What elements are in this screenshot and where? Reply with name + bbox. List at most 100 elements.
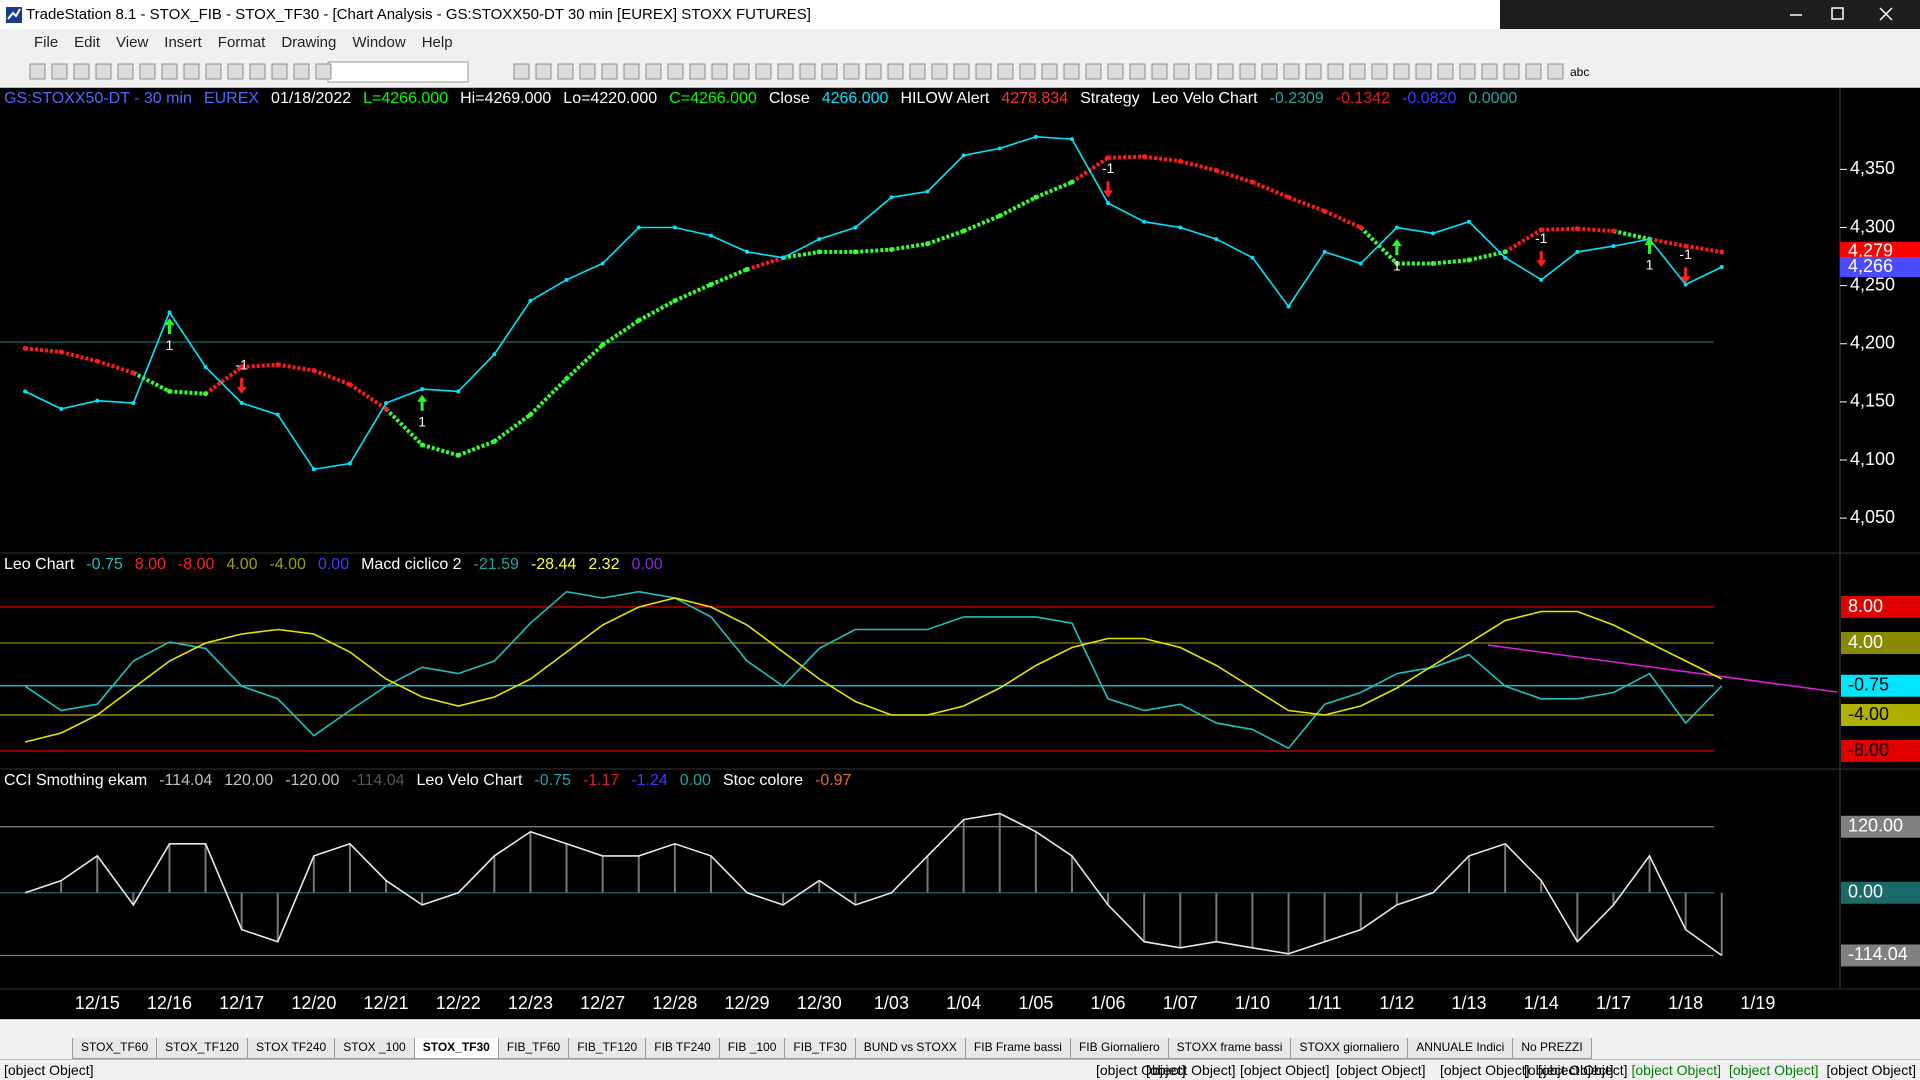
menu-item[interactable]: Format <box>217 34 266 51</box>
toolbar-button[interactable] <box>1041 63 1058 80</box>
toolbar-button[interactable] <box>887 63 904 80</box>
menu-item[interactable]: File <box>34 34 59 51</box>
header-item: 0.0000 <box>1468 90 1518 107</box>
toolbar-button[interactable] <box>953 63 970 80</box>
toolbar-button[interactable] <box>579 63 596 80</box>
toolbar-button[interactable] <box>1305 63 1322 80</box>
toolbar-button[interactable] <box>975 63 992 80</box>
toolbar-button[interactable] <box>1393 63 1410 80</box>
toolbar-button[interactable] <box>667 63 684 80</box>
toolbar-button[interactable] <box>293 63 310 80</box>
toolbar-button[interactable] <box>315 63 332 80</box>
price-point <box>745 249 750 254</box>
tab[interactable]: FIB TF240 <box>645 1038 720 1059</box>
toolbar-button[interactable] <box>843 63 860 80</box>
toolbar-button[interactable] <box>513 63 530 80</box>
tab[interactable]: FIB Frame bassi <box>964 1038 1071 1059</box>
strategy-point <box>419 442 425 448</box>
tab[interactable]: FIB_TF60 <box>497 1038 570 1059</box>
toolbar-button[interactable] <box>51 63 68 80</box>
toolbar-button[interactable] <box>821 63 838 80</box>
tab[interactable]: STOX_TF30 <box>413 1038 499 1059</box>
tab[interactable]: BUND vs STOXX <box>854 1038 966 1059</box>
toolbar-button[interactable] <box>1239 63 1256 80</box>
toolbar-button[interactable] <box>1173 63 1190 80</box>
toolbar-button[interactable] <box>227 63 244 80</box>
toolbar-button[interactable] <box>1261 63 1278 80</box>
toolbar-button[interactable] <box>601 63 618 80</box>
toolbar-button[interactable] <box>711 63 728 80</box>
toolbar-button[interactable] <box>865 63 882 80</box>
menu-item[interactable]: Help <box>421 34 453 51</box>
toolbar-button[interactable] <box>95 63 112 80</box>
toolbar-button[interactable] <box>1283 63 1300 80</box>
scroll-bar[interactable] <box>0 1019 1920 1038</box>
toolbar-button[interactable] <box>1459 63 1476 80</box>
menu-item[interactable]: View <box>116 34 149 51</box>
toolbar-button[interactable] <box>1107 63 1124 80</box>
toolbar-button[interactable] <box>689 63 706 80</box>
menu-item[interactable]: Drawing <box>281 34 337 51</box>
tab[interactable]: STOX _100 <box>334 1038 415 1059</box>
toolbar-button[interactable] <box>799 63 816 80</box>
tab[interactable]: STOXX frame bassi <box>1167 1038 1292 1059</box>
tab[interactable]: STOX_TF60 <box>72 1038 158 1059</box>
tab[interactable]: STOXX giornaliero <box>1290 1038 1409 1059</box>
toolbar-button[interactable] <box>1019 63 1036 80</box>
tab[interactable]: FIB_TF30 <box>784 1038 856 1059</box>
toolbar-button[interactable] <box>271 63 288 80</box>
strategy-segment <box>1251 180 1290 200</box>
menu-item[interactable]: Edit <box>74 34 101 51</box>
toolbar-button[interactable] <box>1063 63 1080 80</box>
toolbar-button[interactable] <box>557 63 574 80</box>
toolbar-button[interactable] <box>139 63 156 80</box>
toolbar-button[interactable] <box>1437 63 1454 80</box>
tab[interactable]: ANNUALE Indici <box>1407 1038 1514 1059</box>
toolbar-button[interactable] <box>29 63 46 80</box>
strategy-segment <box>421 442 459 458</box>
toolbar-button[interactable] <box>1547 63 1564 80</box>
maximize[interactable] <box>1831 7 1844 20</box>
price-point <box>23 389 28 394</box>
tab[interactable]: No PREZZI <box>1512 1038 1592 1059</box>
tab[interactable]: STOX TF240 <box>246 1038 336 1059</box>
symbol-combo[interactable] <box>327 61 469 83</box>
toolbar-button[interactable] <box>1151 63 1168 80</box>
tab[interactable]: FIB Giornaliero <box>1069 1038 1169 1059</box>
tab[interactable]: FIB_TF120 <box>568 1038 647 1059</box>
header-item: -0.75 <box>534 772 571 789</box>
toolbar-button[interactable] <box>1217 63 1234 80</box>
toolbar-button[interactable] <box>1481 63 1498 80</box>
toolbar-button[interactable] <box>1327 63 1344 80</box>
toolbar-button[interactable] <box>1525 63 1542 80</box>
toolbar-button[interactable] <box>205 63 222 80</box>
toolbar-button[interactable] <box>1503 63 1520 80</box>
toolbar-button[interactable] <box>73 63 90 80</box>
text-tool[interactable]: abc <box>1570 65 1589 79</box>
toolbar-button[interactable] <box>183 63 200 80</box>
menu-item[interactable]: Window <box>352 34 406 51</box>
toolbar-button[interactable] <box>755 63 772 80</box>
tab[interactable]: STOX_TF120 <box>156 1038 248 1059</box>
toolbar-button[interactable] <box>733 63 750 80</box>
close[interactable] <box>1879 7 1893 21</box>
toolbar-button[interactable] <box>117 63 134 80</box>
menu-item[interactable]: Insert <box>164 34 202 51</box>
toolbar-button[interactable] <box>1195 63 1212 80</box>
toolbar-button[interactable] <box>931 63 948 80</box>
toolbar-button[interactable] <box>1085 63 1102 80</box>
toolbar-button[interactable] <box>1349 63 1366 80</box>
toolbar-button[interactable] <box>1371 63 1388 80</box>
toolbar-button[interactable] <box>1415 63 1432 80</box>
toolbar-button[interactable] <box>645 63 662 80</box>
toolbar-button[interactable] <box>909 63 926 80</box>
status-bar: [object Object] [object Object] [object Ob… <box>0 1059 1920 1080</box>
toolbar-button[interactable] <box>161 63 178 80</box>
toolbar-button[interactable] <box>623 63 640 80</box>
toolbar-button[interactable] <box>249 63 266 80</box>
toolbar-button[interactable] <box>1129 63 1146 80</box>
toolbar-button[interactable] <box>997 63 1014 80</box>
toolbar-button[interactable] <box>535 63 552 80</box>
tab[interactable]: FIB _100 <box>718 1038 786 1059</box>
toolbar-button[interactable] <box>777 63 794 80</box>
